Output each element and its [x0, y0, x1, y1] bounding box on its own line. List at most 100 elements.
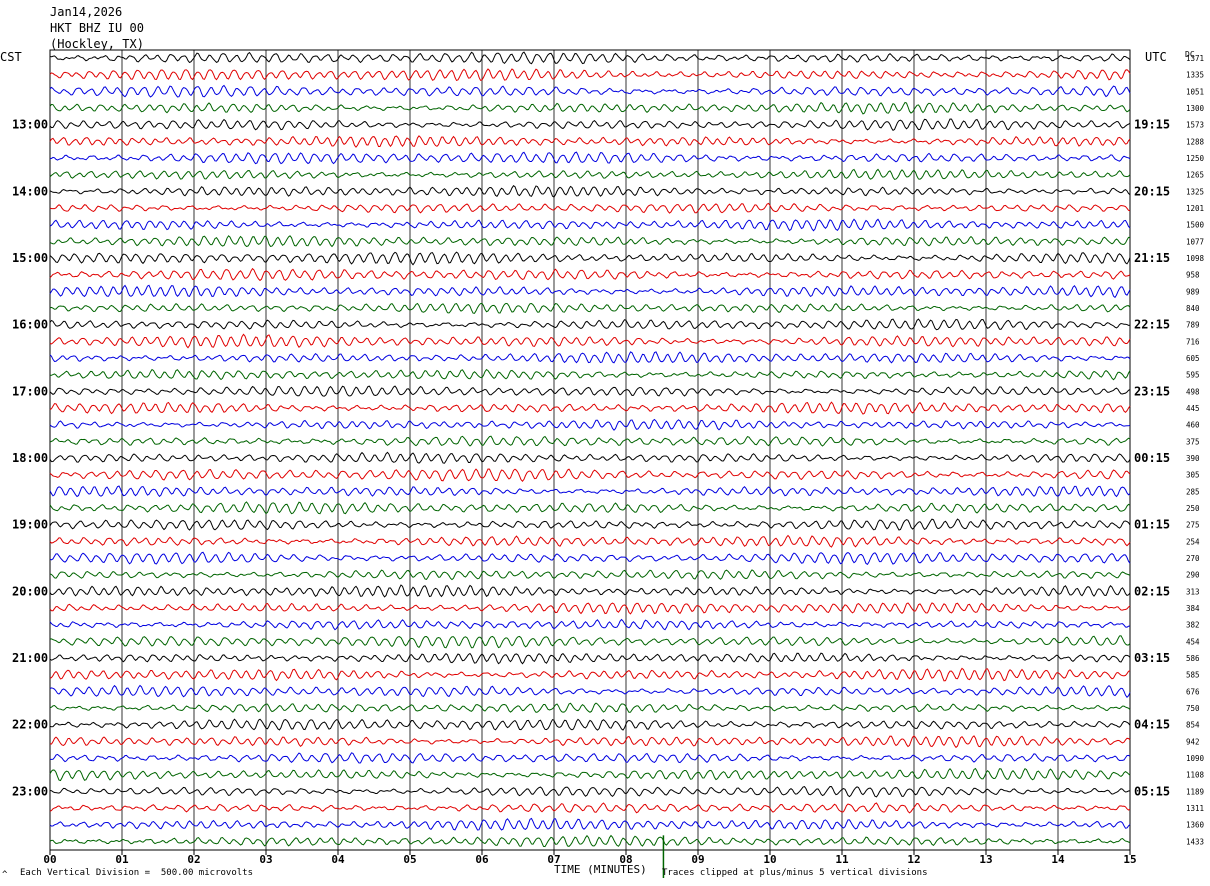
dc-offset-label: 1265: [1186, 171, 1204, 180]
left-hour-label: 19:00: [12, 518, 48, 532]
dc-offset-label: 285: [1186, 487, 1200, 496]
grid-layer: [49, 49, 1131, 855]
trace-row: [49, 235, 1131, 248]
dc-offset-label: 1051: [1186, 87, 1204, 96]
trace-row: [49, 667, 1131, 682]
trace-row: [49, 267, 1131, 282]
dc-offset-label: 1371: [1186, 54, 1204, 63]
dc-offset-label: 1335: [1186, 71, 1204, 80]
trace-row: [49, 802, 1131, 814]
x-tick-label: 02: [187, 853, 200, 866]
dc-offset-label: 1300: [1186, 104, 1205, 113]
dc-offset-label: 460: [1186, 421, 1200, 430]
dc-offset-label: 375: [1186, 437, 1200, 446]
station-location: (Hockley, TX): [50, 37, 144, 51]
right-hour-label: 03:15: [1134, 651, 1170, 665]
trace-row: [49, 202, 1131, 214]
dc-offset-label: 382: [1186, 621, 1200, 630]
dc-offset-label: 1573: [1186, 121, 1204, 130]
trace-row: [49, 51, 1131, 65]
left-hour-label: 14:00: [12, 184, 48, 198]
dc-offset-label: 1189: [1186, 787, 1204, 796]
trace-row: [49, 401, 1131, 415]
dc-offset-label: 305: [1186, 471, 1200, 480]
clip-note: Traces clipped at plus/minus 5 vertical …: [662, 868, 928, 878]
dc-offset-label: 586: [1186, 654, 1200, 663]
trace-row: [49, 752, 1131, 764]
dc-offset-label: 498: [1186, 387, 1200, 396]
trace-row: [49, 834, 1131, 848]
left-timezone-label: CST: [0, 50, 22, 64]
dc-offset-label: 840: [1186, 304, 1200, 313]
dc-offset-label: 1360: [1186, 821, 1205, 830]
trace-row: [49, 602, 1131, 615]
trace-row: [49, 333, 1131, 349]
dc-offset-label: 789: [1186, 321, 1200, 330]
dc-offset-label: 595: [1186, 371, 1200, 380]
trace-row: [49, 518, 1131, 531]
trace-row: [49, 635, 1131, 649]
trace-row: [49, 684, 1131, 698]
x-tick-label: 14: [1051, 853, 1065, 866]
trace-row: [49, 251, 1131, 266]
dc-offset-label: 1311: [1186, 804, 1204, 813]
right-hour-label: 21:15: [1134, 251, 1170, 265]
trace-row: [49, 284, 1131, 299]
station-code: HKT BHZ IU 00: [50, 21, 144, 35]
trace-row: [49, 817, 1131, 831]
dc-offset-label: 585: [1186, 671, 1200, 680]
plot-date: Jan14,2026: [50, 5, 123, 19]
trace-row: [49, 551, 1131, 566]
dc-offset-label: 1108: [1186, 771, 1205, 780]
left-hour-label: 20:00: [12, 584, 48, 598]
trace-row: [49, 569, 1131, 581]
dc-offset-label: 275: [1186, 521, 1200, 530]
dc-offset-label: 1090: [1186, 754, 1205, 763]
trace-row: [49, 118, 1131, 132]
left-hour-label: 18:00: [12, 451, 48, 465]
trace-row: [49, 84, 1131, 98]
dc-offset-label: 454: [1186, 637, 1200, 646]
dc-offset-label: 290: [1186, 571, 1200, 580]
trace-row: [49, 451, 1131, 464]
dc-offset-label: 313: [1186, 587, 1200, 596]
label-layer: 00 01 02 03 04 05 06 07 08 09 10 11 12 13 14 15 1371 1335…: [12, 54, 1205, 866]
left-hour-label: 21:00: [12, 651, 48, 665]
dc-offset-label: 854: [1186, 721, 1200, 730]
trace-row: [49, 101, 1131, 115]
right-hour-label: 01:15: [1134, 518, 1170, 532]
right-hour-label: 23:15: [1134, 384, 1170, 398]
trace-row: [49, 168, 1131, 180]
x-tick-label: 05: [403, 853, 416, 866]
right-hour-label: 04:15: [1134, 718, 1170, 732]
dc-offset-label: 1325: [1186, 187, 1204, 196]
right-hour-label: 00:15: [1134, 451, 1170, 465]
trace-row: [49, 785, 1131, 798]
x-tick-label: 11: [835, 853, 849, 866]
right-hour-label: 20:15: [1134, 184, 1170, 198]
x-tick-label: 08: [619, 853, 632, 866]
left-hour-label: 15:00: [12, 251, 48, 265]
x-tick-label: 01: [115, 853, 129, 866]
trace-row: [49, 767, 1131, 782]
x-tick-label: 00: [43, 853, 56, 866]
left-hour-label: 23:00: [12, 784, 48, 798]
x-tick-label: 12: [907, 853, 920, 866]
x-tick-label: 07: [547, 853, 560, 866]
trace-layer: [49, 51, 1131, 878]
trace-row: [49, 501, 1131, 515]
trace-row: [49, 368, 1131, 381]
dc-offset-label: 942: [1186, 737, 1200, 746]
left-hour-label: 13:00: [12, 118, 48, 132]
trace-row: [49, 135, 1131, 148]
x-tick-label: 10: [763, 853, 776, 866]
right-hour-label: 22:15: [1134, 318, 1170, 332]
right-hour-label: 05:15: [1134, 784, 1170, 798]
right-hour-label: 02:15: [1134, 584, 1170, 598]
trace-row: [49, 618, 1131, 631]
dc-offset-label: 676: [1186, 687, 1200, 696]
dc-offset-label: 750: [1186, 704, 1200, 713]
x-tick-label: 04: [331, 853, 345, 866]
dc-offset-label: 1433: [1186, 837, 1204, 846]
